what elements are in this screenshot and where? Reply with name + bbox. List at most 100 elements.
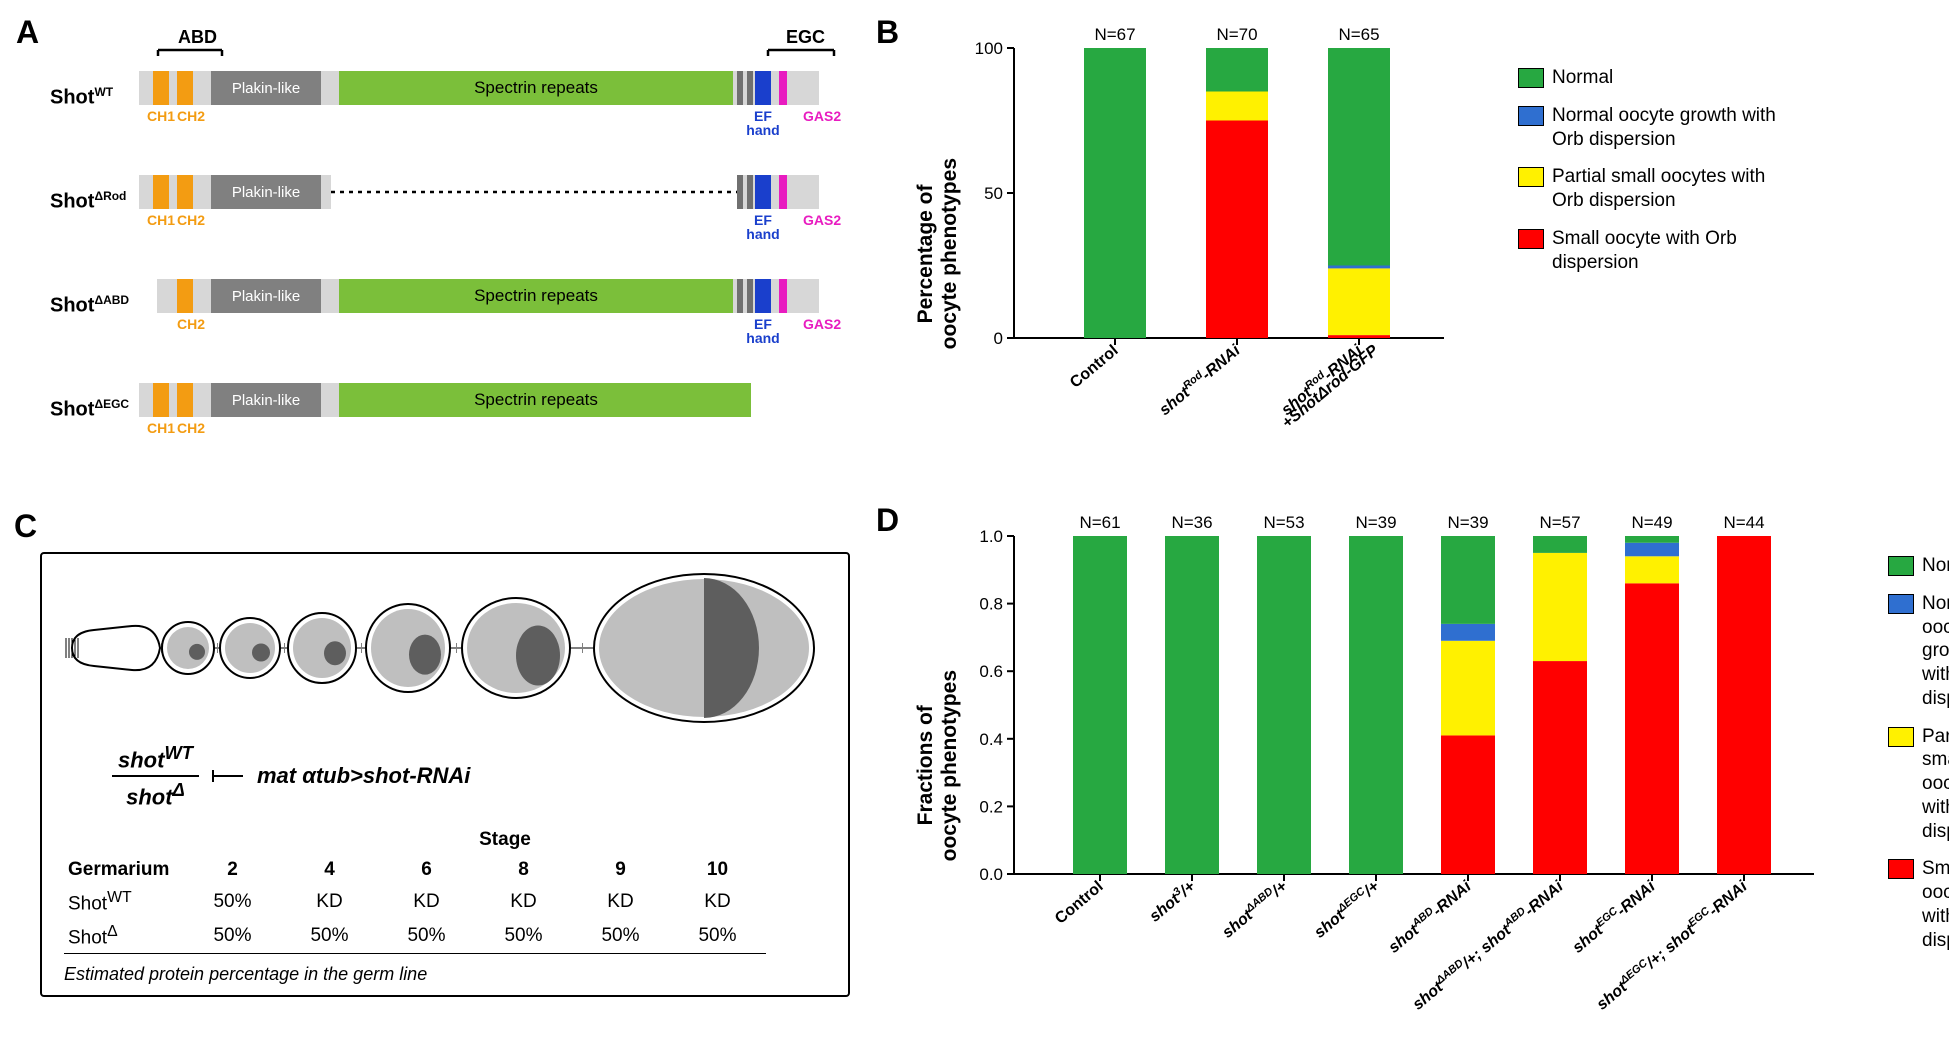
bar-segment	[1625, 543, 1679, 557]
ytick-label: 100	[975, 39, 1003, 58]
bar-segment	[1206, 92, 1268, 121]
ch1-label: CH1	[147, 108, 175, 124]
ytick-label: 0.8	[979, 595, 1003, 614]
legend-item: Small oocyte with Orb dispersion	[1518, 227, 1782, 275]
genotype-line: shotWT shotΔ mat αtub>shot-RNAi	[112, 742, 826, 811]
construct-diagram: Plakin-likeSpectrin repeatsCH1CH2	[139, 377, 850, 455]
bar-segment	[1328, 266, 1390, 269]
cell: KD	[572, 885, 669, 919]
legend-swatch	[1888, 556, 1914, 576]
cell: 50%	[184, 885, 281, 919]
stage-col: 10	[669, 855, 766, 885]
ytick-label: 0.2	[979, 797, 1003, 816]
gas2-label: GAS2	[803, 108, 841, 124]
ch1-label: CH1	[147, 420, 175, 436]
bar-segment	[1328, 335, 1390, 338]
stage-caption: Estimated protein percentage in the germ…	[64, 964, 826, 985]
n-label: N=61	[1079, 513, 1120, 532]
xtick-label: shotΔABD/+	[1218, 877, 1291, 942]
n-label: N=39	[1355, 513, 1396, 532]
legend-swatch	[1518, 229, 1544, 249]
legend-swatch	[1888, 594, 1914, 614]
xtick-label: shotΔABD/+; shotABD-RNAi	[1408, 876, 1567, 1013]
bar-segment	[1625, 536, 1679, 543]
ch2-label: CH2	[177, 316, 205, 332]
ch1-label: CH1	[147, 212, 175, 228]
legend-swatch	[1888, 859, 1914, 879]
stage-col: 8	[475, 855, 572, 885]
egc-label: EGC	[786, 28, 825, 47]
construct-label: ShotΔABD	[50, 273, 139, 318]
ytick-label: 0	[994, 329, 1003, 348]
cell: 50%	[475, 919, 572, 954]
bar-segment	[1441, 641, 1495, 736]
bar-segment	[1533, 536, 1587, 553]
xtick-label: shotRod-RNAi	[1155, 340, 1244, 419]
construct-row: ShotΔRodPlakin-likeCH1CH2EFhandGAS2	[50, 169, 850, 247]
bar-segment	[1257, 536, 1311, 874]
n-label: N=36	[1171, 513, 1212, 532]
oocyte	[409, 635, 441, 675]
panel-letter-b: B	[876, 14, 899, 51]
bar-segment	[1533, 553, 1587, 661]
construct-label: ShotWT	[50, 65, 139, 110]
xtick-label: Control	[1052, 878, 1106, 928]
xtick-label: +ShotΔrod-GFP	[1279, 342, 1382, 432]
stage-table: StageGermarium2468910ShotWT50%KDKDKDKDKD…	[64, 825, 826, 955]
panel-a-constructs: ABD EGC ShotWTPlakin-likeSpectrin repeat…	[50, 28, 850, 455]
bar-segment	[1165, 536, 1219, 874]
construct-diagram: Plakin-likeSpectrin repeatsCH1CH2EFhandG…	[139, 65, 850, 143]
construct-row: ShotWTPlakin-likeSpectrin repeatsCH1CH2E…	[50, 65, 850, 143]
row-name: ShotΔ	[64, 919, 184, 954]
bracket-icon	[211, 767, 245, 785]
bar-segment	[1625, 583, 1679, 874]
n-label: N=49	[1631, 513, 1672, 532]
bar-segment	[1349, 536, 1403, 874]
cell: 50%	[572, 919, 669, 954]
genotype-fraction: shotWT shotΔ	[112, 742, 199, 811]
xtick-label: shotABD-RNAi	[1384, 876, 1475, 957]
panel-a-header: ABD EGC	[50, 28, 850, 60]
chart-d-area: 0.00.20.40.60.81.0N=61ControlN=36shot3/+…	[970, 508, 1820, 1024]
legend-swatch	[1518, 106, 1544, 126]
spectrin-text: Spectrin repeats	[474, 390, 598, 409]
cell: 50%	[669, 919, 766, 954]
panel-letter-c: C	[14, 508, 37, 545]
legend-swatch	[1518, 68, 1544, 88]
genotype-top: shot	[118, 747, 164, 772]
xtick-label: shot3/+	[1145, 877, 1198, 926]
bar-chart: 0.00.20.40.60.81.0N=61ControlN=36shot3/+…	[970, 508, 1820, 1024]
ch2-label: CH2	[177, 212, 205, 228]
ytick-label: 0.0	[979, 865, 1003, 884]
ytick-label: 0.4	[979, 730, 1003, 749]
n-label: N=39	[1447, 513, 1488, 532]
ef-label2: hand	[746, 330, 779, 346]
germarium-label: Germarium	[64, 855, 184, 885]
n-label: N=67	[1094, 25, 1135, 44]
legend-text: Small oocyte with Orb dispersion	[1922, 857, 1949, 952]
legend-text: Normal oocyte growth with Orb dispersion	[1922, 592, 1949, 711]
ytick-label: 1.0	[979, 527, 1003, 546]
chart-d-legend: Normal Normal oocyte growth with Orb disp…	[1888, 554, 1949, 966]
legend-item: Normal	[1888, 554, 1949, 578]
legend-item: Normal oocyte growth with Orb dispersion	[1888, 592, 1949, 711]
n-label: N=57	[1539, 513, 1580, 532]
bar-segment	[1206, 121, 1268, 339]
cell: KD	[378, 885, 475, 919]
stage-col: 9	[572, 855, 669, 885]
stage-col: 6	[378, 855, 475, 885]
bar-segment	[1441, 536, 1495, 624]
n-label: N=53	[1263, 513, 1304, 532]
construct-diagram: Plakin-likeCH1CH2EFhandGAS2	[139, 169, 850, 247]
gas2-label: GAS2	[803, 316, 841, 332]
genotype-bot-sup: Δ	[173, 779, 185, 800]
xtick-label: shotRod-RNAi	[1277, 340, 1366, 419]
construct-row: ShotΔEGCPlakin-likeSpectrin repeatsCH1CH…	[50, 377, 850, 455]
construct-diagram: Plakin-likeSpectrin repeatsCH2EFhandGAS2	[139, 273, 850, 351]
abd-label: ABD	[178, 28, 217, 47]
oocyte	[324, 641, 346, 665]
stage-header: Stage	[184, 825, 826, 855]
n-label: N=44	[1723, 513, 1764, 532]
spectrin-text: Spectrin repeats	[474, 78, 598, 97]
cell: KD	[475, 885, 572, 919]
